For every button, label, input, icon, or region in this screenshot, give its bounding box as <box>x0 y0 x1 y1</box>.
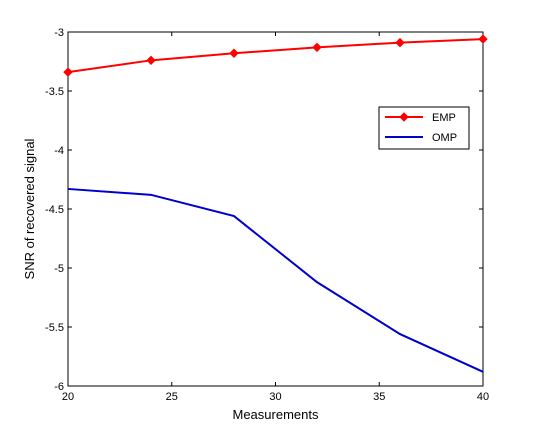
legend-marker-emp <box>399 112 409 122</box>
y-tick-label: -6 <box>54 381 64 393</box>
x-tick-label: 30 <box>269 391 281 403</box>
data-point-emp <box>63 67 73 77</box>
y-tick-label: -4.5 <box>45 204 64 216</box>
legend-box <box>378 106 470 150</box>
legend-label-omp: OMP <box>432 132 457 144</box>
data-point-emp <box>229 48 239 58</box>
y-tick-label: -3.5 <box>45 86 64 98</box>
axis-ticks: 20 25 30 35 40 -3 -3.5 -4 -4.5 -5 -5.5 -6 <box>45 27 489 403</box>
x-tick-label: 35 <box>373 391 385 403</box>
x-tick-label: 20 <box>62 391 74 403</box>
legend-label-emp: EMP <box>432 112 456 124</box>
y-tick-label: -3 <box>54 27 64 39</box>
x-tick-label: 40 <box>477 391 489 403</box>
plot-area <box>67 31 484 387</box>
series-line-omp <box>67 187 484 373</box>
data-point-emp <box>478 34 488 44</box>
x-tick-label: 25 <box>166 391 178 403</box>
y-tick-label: -5 <box>54 263 64 275</box>
data-point-emp <box>312 42 322 53</box>
y-axis-label: SNR of recovered signal <box>22 138 37 279</box>
data-point-emp <box>395 37 405 48</box>
y-tick-label: -4 <box>54 145 64 157</box>
y-tick-label: -5.5 <box>45 322 64 334</box>
legend: EMP OMP <box>378 106 470 150</box>
series-line-emp <box>67 38 484 74</box>
series-layer <box>63 34 488 373</box>
x-axis-label: Measurements <box>233 407 319 422</box>
data-point-emp <box>146 55 156 66</box>
